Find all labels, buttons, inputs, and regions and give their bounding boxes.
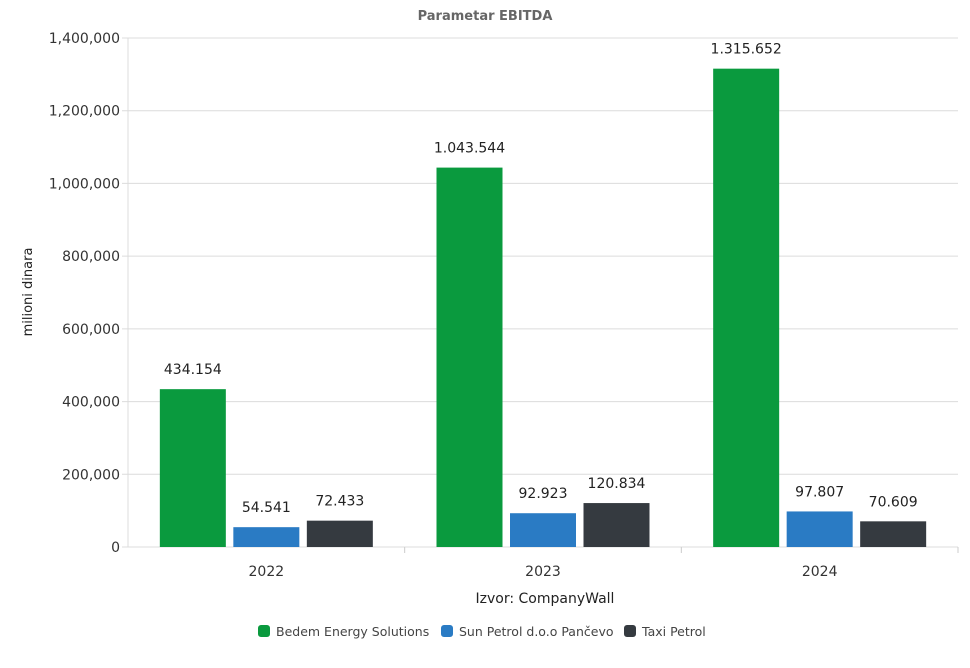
y-tick-label: 1,000,000 bbox=[49, 176, 120, 192]
legend-item: Bedem Energy Solutions bbox=[276, 624, 429, 639]
legend-item: Taxi Petrol bbox=[641, 624, 706, 639]
data-label: 1.315.652 bbox=[711, 42, 782, 58]
data-label: 120.834 bbox=[588, 476, 646, 492]
bar bbox=[713, 68, 780, 548]
y-tick-label: 1,200,000 bbox=[49, 104, 120, 120]
y-tick-label: 200,000 bbox=[62, 467, 120, 483]
bar bbox=[436, 167, 503, 547]
bar bbox=[786, 511, 853, 547]
chart-title: Parametar EBITDA bbox=[418, 9, 553, 24]
bar bbox=[860, 521, 927, 547]
bar bbox=[306, 520, 373, 547]
x-tick-label: 2023 bbox=[525, 564, 561, 580]
data-label: 54.541 bbox=[242, 500, 291, 516]
bar bbox=[159, 389, 226, 547]
bar bbox=[510, 513, 576, 547]
y-tick-label: 0 bbox=[111, 540, 120, 556]
bar bbox=[233, 527, 300, 547]
data-label: 1.043.544 bbox=[434, 141, 505, 157]
data-label: 434.154 bbox=[164, 362, 222, 378]
data-label: 70.609 bbox=[869, 494, 918, 510]
legend-swatch bbox=[258, 625, 270, 637]
legend-swatch bbox=[441, 625, 453, 637]
y-tick-label: 400,000 bbox=[62, 395, 120, 411]
legend-item: Sun Petrol d.o.o Pančevo bbox=[459, 624, 614, 639]
data-label: 97.807 bbox=[795, 484, 844, 500]
y-tick-label: 600,000 bbox=[62, 322, 120, 338]
y-tick-label: 800,000 bbox=[62, 249, 120, 265]
data-label: 72.433 bbox=[315, 494, 364, 510]
x-tick-label: 2024 bbox=[802, 564, 838, 580]
y-axis-label: milioni dinara bbox=[21, 248, 36, 337]
x-axis-label: Izvor: CompanyWall bbox=[476, 591, 615, 607]
y-tick-label: 1,400,000 bbox=[49, 31, 120, 47]
x-tick-label: 2022 bbox=[249, 564, 285, 580]
bar bbox=[583, 503, 650, 547]
legend-swatch bbox=[624, 625, 636, 637]
data-label: 92.923 bbox=[519, 486, 568, 502]
